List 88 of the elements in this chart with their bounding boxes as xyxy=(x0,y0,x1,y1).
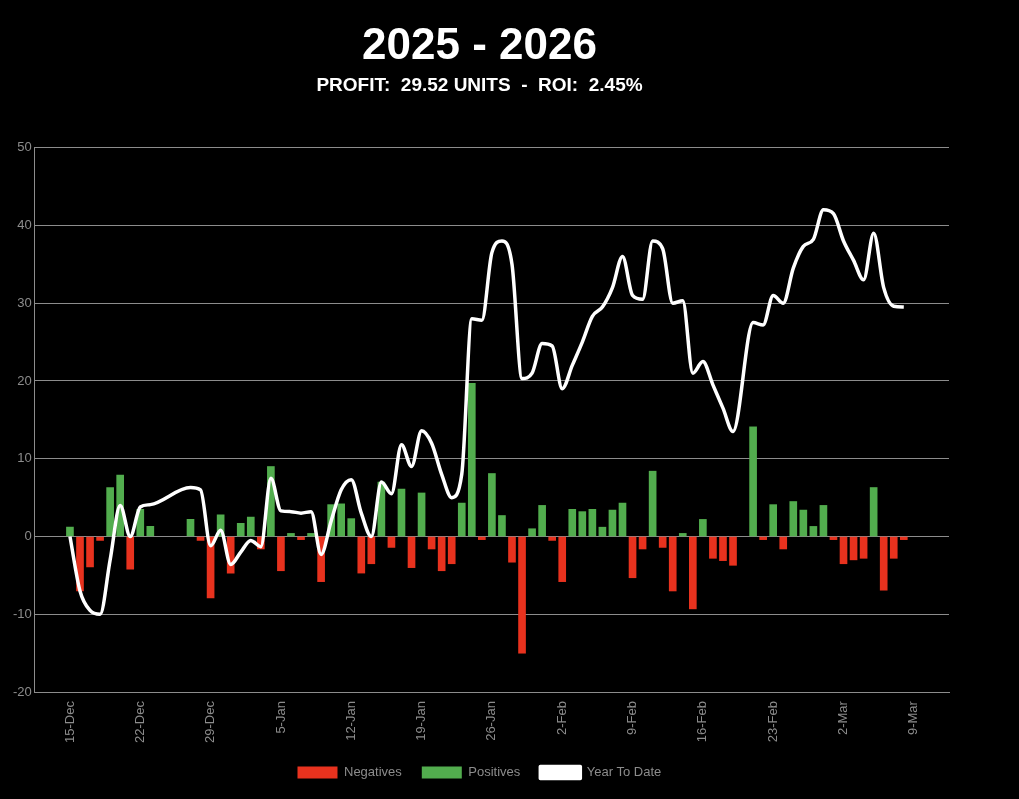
bar xyxy=(628,536,637,579)
y-tick-label: 20 xyxy=(17,372,32,388)
bar xyxy=(658,536,667,548)
y-tick-label: 50 xyxy=(17,139,32,155)
bar xyxy=(568,508,577,537)
bar xyxy=(146,526,155,537)
bar xyxy=(548,536,556,541)
bar xyxy=(618,502,627,537)
bar xyxy=(588,508,597,537)
bar xyxy=(759,536,767,540)
bar xyxy=(769,504,778,537)
bar xyxy=(899,536,908,540)
bar xyxy=(297,536,305,540)
x-tick-label: 5-Jan xyxy=(272,701,288,734)
bar xyxy=(478,536,486,540)
bar xyxy=(467,382,476,537)
bar xyxy=(437,536,446,572)
legend-label: Positives xyxy=(468,764,521,780)
bar xyxy=(126,536,135,570)
x-tick-label: 9-Mar xyxy=(905,700,921,736)
bar xyxy=(307,533,315,537)
x-tick-label: 23-Feb xyxy=(764,701,780,743)
chart-title: 2025 - 2026 xyxy=(362,18,597,68)
bar xyxy=(397,488,406,537)
bar xyxy=(518,536,526,654)
bar xyxy=(789,501,798,537)
x-tick-label: 19-Jan xyxy=(413,701,429,741)
bar xyxy=(869,487,878,537)
x-tick-label: 2-Feb xyxy=(553,701,569,736)
bar xyxy=(277,536,285,572)
bar xyxy=(538,505,546,537)
y-tick-label: 30 xyxy=(17,294,32,310)
bar xyxy=(668,536,677,592)
bar xyxy=(347,518,356,537)
bar xyxy=(879,536,888,591)
x-tick-label: 2-Mar xyxy=(835,700,851,736)
bar xyxy=(447,536,456,565)
bar xyxy=(648,470,657,537)
bar xyxy=(719,536,727,561)
bar xyxy=(578,511,587,537)
bar xyxy=(819,505,828,537)
y-tick-label: -10 xyxy=(12,605,32,621)
x-tick-label: 16-Feb xyxy=(694,701,710,743)
bar xyxy=(779,536,788,550)
bar xyxy=(699,519,707,537)
bar xyxy=(106,487,114,537)
bar xyxy=(457,502,466,537)
bar xyxy=(196,536,205,541)
bar xyxy=(729,536,737,566)
bar xyxy=(337,503,346,537)
bar xyxy=(488,473,496,537)
bar xyxy=(859,536,868,559)
bar xyxy=(508,536,516,563)
bar xyxy=(799,509,808,537)
bar xyxy=(889,536,898,559)
bar xyxy=(236,522,245,537)
bar xyxy=(357,536,366,574)
y-tick-label: 40 xyxy=(17,216,32,232)
chart-subtitle: PROFIT: 29.52 UNITS - ROI: 2.45% xyxy=(316,74,643,96)
y-tick-label: 10 xyxy=(17,450,32,466)
bar xyxy=(678,533,687,537)
bar xyxy=(558,536,567,582)
x-tick-label: 12-Jan xyxy=(342,701,358,741)
x-tick-label: 22-Dec xyxy=(131,700,147,744)
bar xyxy=(688,536,697,610)
legend-label: Negatives xyxy=(344,764,403,780)
bar xyxy=(709,536,717,559)
bar xyxy=(417,492,426,537)
bar xyxy=(387,536,396,548)
bar xyxy=(246,516,255,537)
bar xyxy=(528,528,536,537)
x-tick-label: 9-Feb xyxy=(624,701,640,736)
x-tick-label: 15-Dec xyxy=(61,700,77,744)
bar xyxy=(86,536,94,568)
y-tick-label: 0 xyxy=(24,528,32,544)
bar xyxy=(66,526,74,537)
y-tick-label: -20 xyxy=(12,683,32,699)
bar xyxy=(749,426,757,537)
x-tick-label: 29-Dec xyxy=(202,700,218,744)
bar xyxy=(407,536,416,568)
x-tick-label: 26-Jan xyxy=(483,701,499,741)
bar xyxy=(498,515,506,537)
line-series xyxy=(68,208,906,617)
bar xyxy=(186,519,195,537)
bar xyxy=(839,536,848,565)
legend-label: Year To Date xyxy=(586,764,662,780)
bar xyxy=(96,536,104,541)
bar xyxy=(287,533,295,537)
